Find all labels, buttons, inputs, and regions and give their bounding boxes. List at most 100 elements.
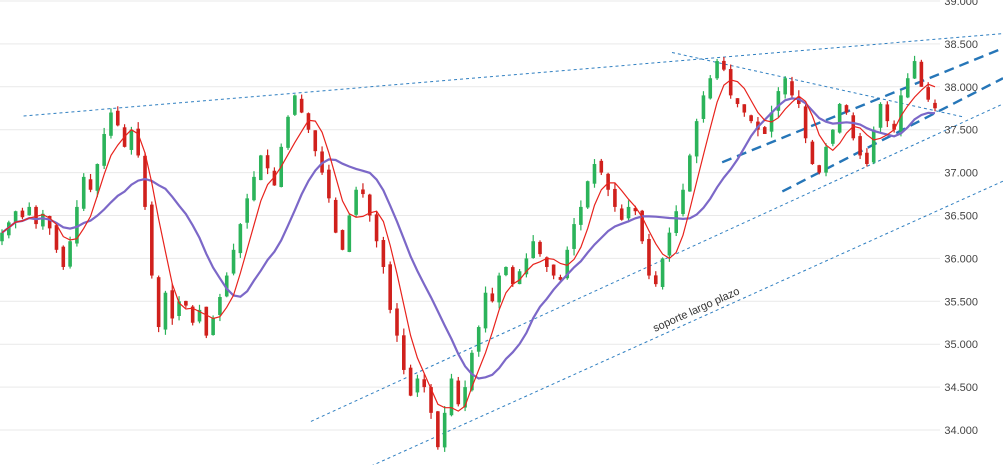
candle-body (640, 210, 644, 242)
y-axis: 39.000 38.500 38.000 37.500 37.000 36.500 36.0… (944, 0, 978, 437)
candle-body (258, 155, 263, 181)
candle-body (361, 189, 365, 195)
candle-body (75, 206, 79, 244)
candle-body (545, 257, 549, 267)
candle-body (415, 378, 420, 393)
candle-body (422, 379, 427, 388)
candle-body (272, 170, 277, 186)
candle-body (286, 116, 290, 148)
candle-body (504, 266, 508, 276)
candle-body (762, 127, 767, 134)
trend-line-channel-top (721, 47, 1003, 164)
annotation-soporte-largo-plazo: soporte largo plazo (651, 285, 741, 334)
candle-body (265, 155, 270, 169)
candle-body (878, 103, 883, 128)
candle-body (817, 165, 822, 173)
candle-body (619, 208, 624, 220)
fast-moving-average (1, 79, 936, 412)
candle-body (681, 189, 685, 215)
candle-body (429, 387, 433, 413)
candle-body (238, 224, 243, 254)
candle-body (374, 214, 379, 242)
candle-body (68, 241, 72, 267)
candle-body (558, 277, 563, 280)
candles (0, 55, 937, 452)
candle-body (538, 241, 542, 255)
candle-body (517, 271, 522, 285)
candle-body (694, 121, 699, 157)
y-tick-label: 34.000 (944, 425, 978, 437)
candle-body (231, 249, 236, 274)
candle-body (381, 240, 386, 267)
candle-body (599, 160, 604, 173)
candle-body (551, 264, 556, 276)
candle-body (190, 306, 195, 323)
y-tick-label: 38.500 (944, 39, 978, 51)
gridlines (0, 0, 940, 431)
candle-body (565, 249, 570, 279)
candle-body (633, 208, 638, 212)
candle-body (327, 169, 331, 199)
candle-body (613, 188, 617, 207)
trend-line-upper-wedge (671, 51, 963, 118)
candle-body (783, 78, 787, 95)
y-tick-label: 36.000 (944, 253, 978, 265)
candle-body (88, 179, 93, 190)
candle-body (184, 300, 188, 306)
candle-body (606, 173, 610, 190)
candle-body (653, 275, 658, 285)
candle-body (347, 215, 352, 252)
candle-body (865, 152, 869, 165)
candle-body (299, 98, 304, 113)
candle-body (667, 232, 672, 256)
y-tick-label: 38.000 (944, 82, 978, 94)
candle-body (41, 213, 45, 227)
candle-body (402, 335, 406, 370)
candle-body (170, 290, 175, 319)
candle-body (150, 204, 154, 276)
trend-line-inner-support (310, 103, 1003, 422)
candle-body (436, 411, 440, 448)
y-tick-label: 35.500 (944, 296, 978, 308)
candle-body (660, 258, 665, 287)
candle-body (837, 103, 842, 133)
candle-body (470, 352, 474, 391)
candle-body (177, 301, 181, 316)
candle-body (0, 232, 4, 242)
candle-body (354, 189, 358, 215)
candle-body (61, 246, 66, 267)
trend-line-resistance (23, 33, 1003, 117)
candle-body (674, 211, 679, 234)
candle-body (408, 367, 413, 396)
candle-body (442, 412, 447, 448)
candle-body (367, 194, 372, 216)
candle-body (626, 206, 631, 219)
candle-body (340, 230, 345, 250)
candle-body (831, 129, 835, 144)
candle-body (490, 293, 495, 302)
candle-body (647, 239, 651, 276)
candle-body (27, 206, 32, 216)
candle-body (715, 61, 719, 79)
candle-body (722, 60, 726, 70)
candle-body (388, 264, 392, 310)
candle-body (728, 69, 733, 96)
candle-body (701, 95, 706, 119)
candle-body (95, 164, 100, 191)
y-tick-label: 37.500 (944, 125, 978, 137)
candle-body (579, 206, 583, 225)
candle-body (899, 95, 903, 132)
candle-body (115, 110, 120, 126)
candle-body (735, 98, 740, 104)
candle-body (129, 129, 134, 150)
candle-body (912, 61, 917, 79)
candle-body (211, 318, 215, 336)
candle-body (742, 104, 747, 113)
candle-body (449, 378, 454, 416)
candle-body (313, 130, 318, 152)
candle-body (585, 181, 590, 208)
candle-body (20, 210, 25, 218)
candle-body (245, 198, 249, 223)
candle-body (871, 129, 876, 163)
